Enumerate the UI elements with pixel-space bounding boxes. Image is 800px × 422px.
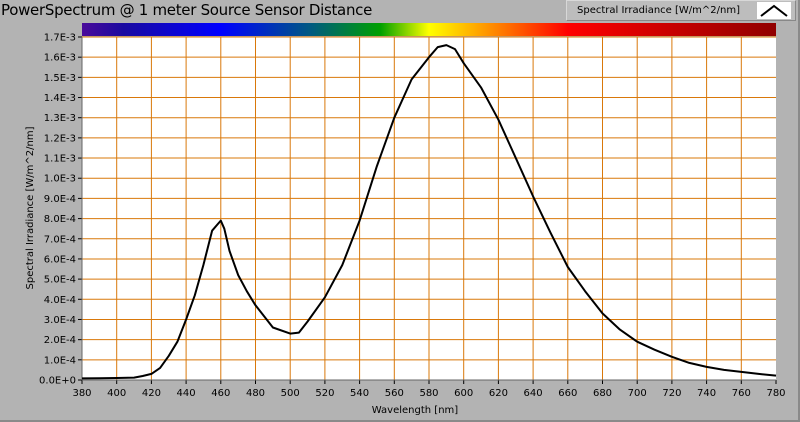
y-tick-label: 1.1E-3: [44, 154, 76, 165]
y-tick-label: 4.0E-4: [44, 295, 76, 306]
x-tick-label: 760: [732, 388, 751, 399]
y-tick-label: 7.0E-4: [44, 234, 76, 245]
x-tick-label: 740: [697, 388, 716, 399]
x-tick-label: 440: [177, 388, 196, 399]
y-tick-label: 1.6E-3: [44, 53, 76, 64]
x-tick-label: 380: [72, 388, 91, 399]
line-plot-icon: [757, 2, 791, 19]
y-tick-label: 8.0E-4: [44, 214, 76, 225]
y-tick-label: 3.0E-4: [44, 315, 76, 326]
y-tick-label: 6.0E-4: [44, 254, 76, 265]
y-tick-label: 2.0E-4: [44, 335, 76, 346]
x-tick-label: 540: [350, 388, 369, 399]
y-tick-label: 1.3E-3: [44, 113, 76, 124]
y-tick-label: 9.0E-4: [44, 194, 76, 205]
y-tick-label: 0.0E+0: [39, 376, 76, 387]
x-tick-label: 620: [489, 388, 508, 399]
y-tick-label: 1.0E-3: [44, 174, 76, 185]
legend-label: Spectral Irradiance [W/m^2/nm]: [577, 5, 740, 16]
y-tick-label: 1.4E-3: [44, 93, 76, 104]
x-tick-label: 700: [628, 388, 647, 399]
spectrum-color-bar: [82, 23, 776, 36]
y-axis-label: Spectral Irradiance [W/m^2/nm]: [25, 126, 36, 289]
x-tick-label: 720: [662, 388, 681, 399]
chart-title: PowerSpectrum @ 1 meter Source Sensor Di…: [1, 1, 373, 19]
x-axis-label: Wavelength [nm]: [372, 405, 458, 416]
x-tick-label: 680: [593, 388, 612, 399]
y-tick-label: 1.0E-4: [44, 355, 76, 366]
y-tick-label: 5.0E-4: [44, 275, 76, 286]
x-tick-label: 780: [766, 388, 785, 399]
y-tick-label: 1.5E-3: [44, 73, 76, 84]
y-tick-label: 1.2E-3: [44, 133, 76, 144]
x-tick-label: 640: [524, 388, 543, 399]
x-tick-label: 520: [315, 388, 334, 399]
x-tick-label: 480: [246, 388, 265, 399]
x-tick-label: 600: [454, 388, 473, 399]
x-tick-label: 500: [281, 388, 300, 399]
x-tick-label: 560: [385, 388, 404, 399]
x-tick-label: 420: [142, 388, 161, 399]
x-tick-label: 400: [107, 388, 126, 399]
x-tick-label: 580: [419, 388, 438, 399]
x-tick-label: 660: [558, 388, 577, 399]
y-tick-label: 1.7E-3: [44, 33, 76, 44]
x-tick-label: 460: [211, 388, 230, 399]
legend[interactable]: Spectral Irradiance [W/m^2/nm]: [566, 0, 796, 21]
series-line-spectral-irradiance: [81, 44, 777, 380]
